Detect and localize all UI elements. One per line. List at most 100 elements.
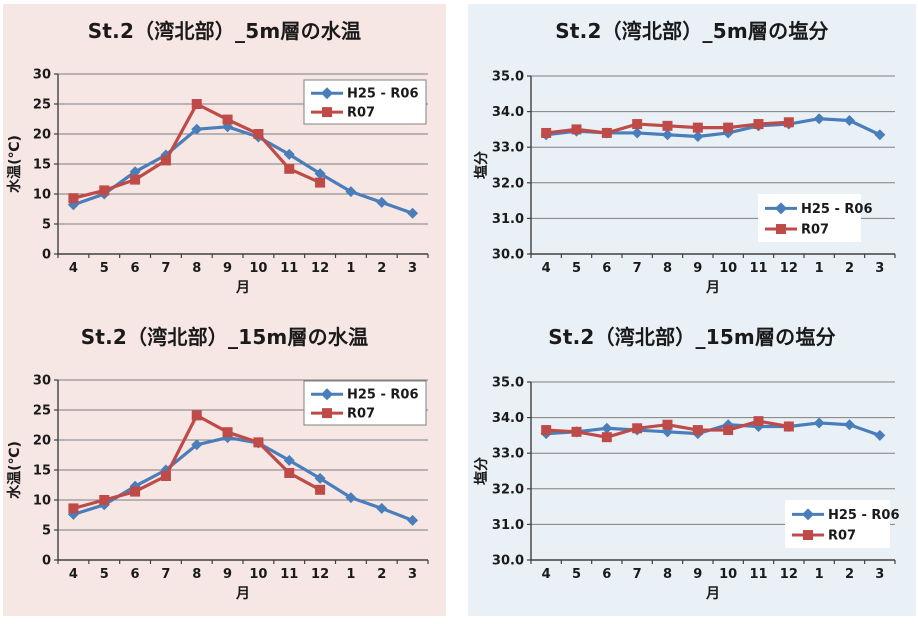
svg-text:6: 6	[602, 261, 611, 276]
legend-item-h25-r06: H25 - R06	[310, 388, 418, 403]
svg-text:8: 8	[192, 261, 201, 276]
svg-text:30: 30	[32, 68, 50, 83]
svg-text:9: 9	[223, 567, 232, 582]
svg-text:10: 10	[719, 567, 737, 582]
svg-text:1: 1	[346, 567, 355, 582]
svg-text:3: 3	[408, 261, 417, 276]
svg-text:R07: R07	[801, 223, 829, 238]
legend-item-h25-r06: H25 - R06	[310, 87, 419, 102]
svg-text:2: 2	[377, 261, 386, 276]
svg-text:10: 10	[719, 261, 737, 276]
svg-text:1: 1	[346, 261, 355, 276]
svg-text:35.0: 35.0	[492, 70, 524, 85]
svg-text:25: 25	[32, 98, 50, 113]
legend: H25 - R06 R07	[758, 194, 873, 242]
y-axis-labels: 30.0 31.0 32.0 33.0 34.0 35.0	[492, 70, 531, 263]
svg-text:10: 10	[249, 567, 267, 582]
chart-title-temp-5m: St.2（湾北部）_5m層の水温	[87, 19, 362, 43]
x-axis-labels: 4 5 6 7 8 9 10 11 12 1 2 3	[56, 254, 429, 276]
svg-text:H25 - R06: H25 - R06	[347, 87, 419, 102]
svg-text:32.0: 32.0	[492, 482, 524, 497]
svg-text:35.0: 35.0	[492, 376, 524, 391]
svg-text:32.0: 32.0	[492, 176, 524, 191]
svg-text:12: 12	[311, 261, 329, 276]
x-axis-labels: 4 5 6 7 8 9 10 11 12 1 2 3	[56, 560, 429, 582]
svg-text:25: 25	[32, 404, 50, 419]
svg-text:12: 12	[780, 567, 798, 582]
svg-text:1: 1	[815, 567, 824, 582]
legend-item-r07: R07	[310, 106, 375, 121]
svg-text:12: 12	[311, 567, 329, 582]
x-axis-labels: 4 5 6 7 8 9 10 11 12 1 2 3	[530, 254, 896, 276]
svg-text:10: 10	[249, 261, 267, 276]
svg-text:12: 12	[780, 261, 798, 276]
svg-text:2: 2	[845, 261, 854, 276]
gridlines	[57, 73, 428, 225]
x-axis-title: 月	[705, 586, 720, 602]
svg-text:H25 - R06: H25 - R06	[828, 508, 900, 523]
svg-text:5: 5	[572, 261, 581, 276]
y-axis-labels: 30.0 31.0 32.0 33.0 34.0 35.0	[492, 376, 531, 569]
series-h25-r06	[67, 432, 418, 526]
svg-text:6: 6	[130, 567, 139, 582]
svg-text:9: 9	[693, 261, 702, 276]
svg-text:31.0: 31.0	[492, 518, 524, 533]
svg-text:30.0: 30.0	[492, 554, 524, 569]
svg-text:4: 4	[68, 567, 77, 582]
svg-text:3: 3	[875, 261, 884, 276]
svg-text:5: 5	[99, 567, 108, 582]
svg-text:10: 10	[32, 494, 50, 509]
legend-item-r07: R07	[310, 407, 375, 422]
chart-title-salinity-15m: St.2（湾北部）_15m層の塩分	[548, 325, 836, 349]
svg-text:0: 0	[41, 554, 50, 569]
svg-text:2: 2	[377, 567, 386, 582]
legend-item-r07: R07	[792, 529, 856, 544]
svg-text:4: 4	[68, 261, 77, 276]
series-r07	[541, 416, 794, 443]
svg-text:33.0: 33.0	[492, 447, 524, 462]
svg-text:3: 3	[875, 567, 884, 582]
y-axis-title: 水温(℃)	[6, 135, 23, 193]
legend: H25 - R06 R07	[785, 500, 900, 548]
svg-text:11: 11	[749, 261, 767, 276]
svg-text:34.0: 34.0	[492, 411, 524, 426]
svg-text:5: 5	[41, 218, 50, 233]
svg-text:R07: R07	[347, 407, 375, 422]
svg-text:11: 11	[280, 567, 298, 582]
svg-text:8: 8	[663, 261, 672, 276]
chart-temp-5m: St.2（湾北部）_5m層の水温 0 5 10 15 20 25 30 4 5 6 7 8 9 10 11 1…	[3, 4, 446, 310]
svg-text:34.0: 34.0	[492, 105, 524, 120]
legend: H25 - R06 R07	[303, 380, 426, 426]
svg-text:1: 1	[815, 261, 824, 276]
svg-text:6: 6	[130, 261, 139, 276]
svg-text:7: 7	[161, 261, 170, 276]
svg-text:10: 10	[32, 188, 50, 203]
svg-text:7: 7	[633, 567, 642, 582]
series-r07	[67, 99, 325, 204]
svg-text:11: 11	[280, 261, 298, 276]
svg-text:0: 0	[41, 248, 50, 263]
svg-text:3: 3	[408, 567, 417, 582]
y-axis-labels: 0 5 10 15 20 25 30	[32, 374, 58, 569]
legend-item-h25-r06: H25 - R06	[765, 202, 873, 217]
svg-text:20: 20	[32, 434, 50, 449]
svg-text:7: 7	[161, 567, 170, 582]
gridlines	[531, 75, 895, 219]
svg-text:15: 15	[32, 158, 50, 173]
svg-text:8: 8	[663, 567, 672, 582]
x-axis-title: 月	[235, 280, 250, 296]
svg-text:H25 - R06: H25 - R06	[801, 202, 873, 217]
y-axis-title: 水温(℃)	[6, 441, 23, 499]
svg-text:31.0: 31.0	[492, 212, 524, 227]
svg-text:5: 5	[572, 567, 581, 582]
svg-text:6: 6	[602, 567, 611, 582]
svg-text:33.0: 33.0	[492, 141, 524, 156]
svg-text:20: 20	[32, 128, 50, 143]
chart-salinity-5m: St.2（湾北部）_5m層の塩分 30.0 31.0 32.0 33.0 34.0 35.…	[468, 4, 916, 310]
svg-text:2: 2	[845, 567, 854, 582]
svg-text:9: 9	[693, 567, 702, 582]
x-axis-title: 月	[705, 280, 720, 296]
